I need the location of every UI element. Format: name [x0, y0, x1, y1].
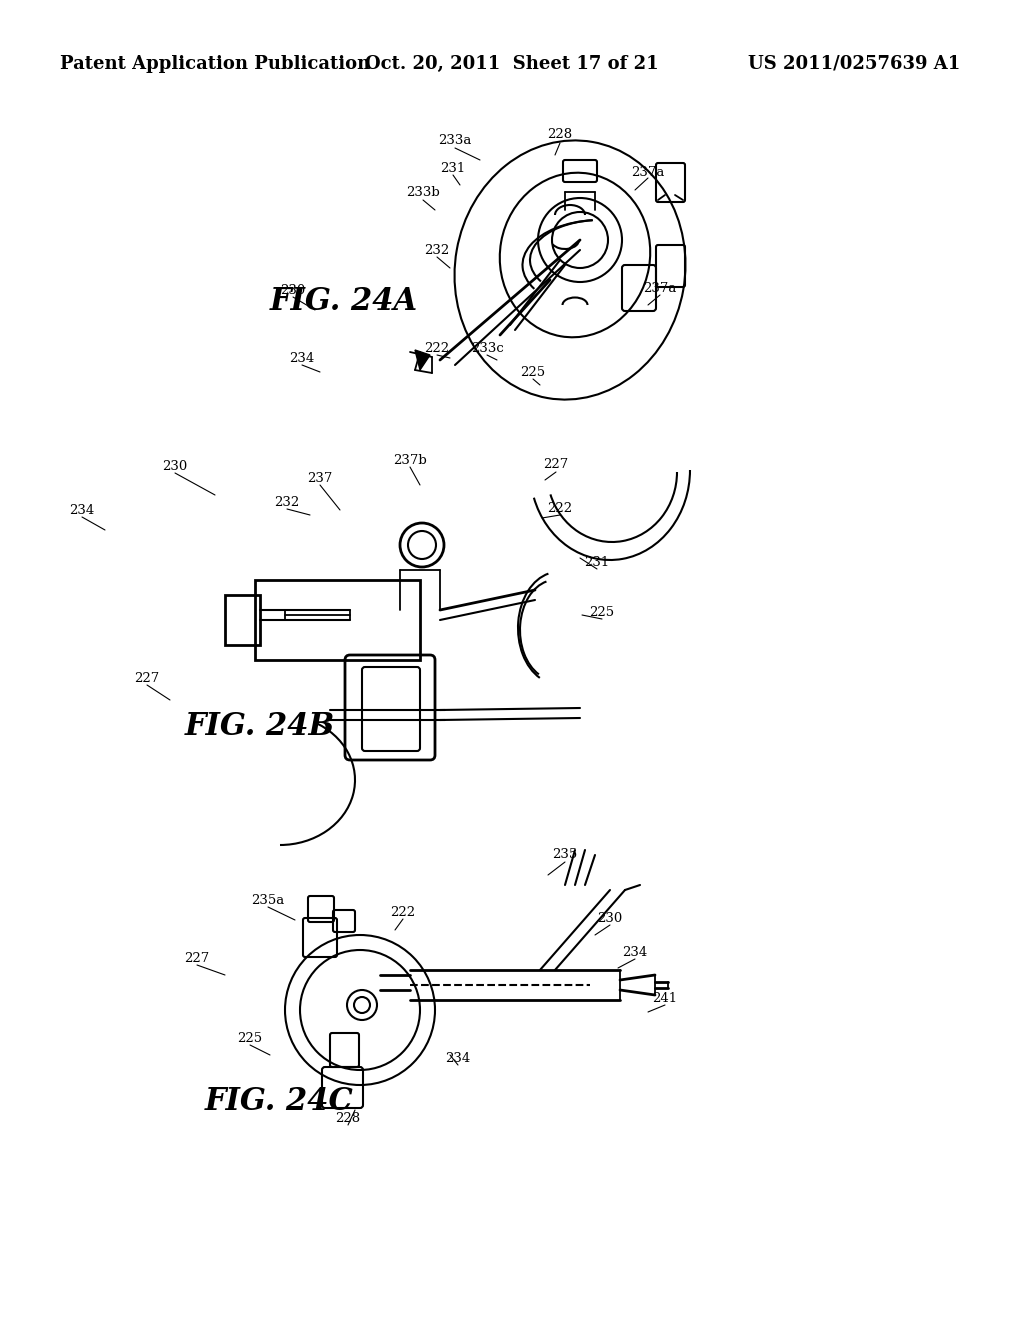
Text: 227: 227: [544, 458, 568, 471]
Text: 234: 234: [70, 503, 94, 516]
Text: 225: 225: [590, 606, 614, 619]
Text: 237: 237: [307, 471, 333, 484]
Text: 237a: 237a: [632, 165, 665, 178]
Text: 234: 234: [290, 351, 314, 364]
Polygon shape: [415, 350, 430, 370]
Text: 231: 231: [585, 556, 609, 569]
Text: US 2011/0257639 A1: US 2011/0257639 A1: [748, 55, 961, 73]
Text: FIG. 24A: FIG. 24A: [270, 286, 418, 317]
Text: 234: 234: [623, 945, 647, 958]
Text: Patent Application Publication: Patent Application Publication: [60, 55, 371, 73]
Text: 230: 230: [597, 912, 623, 924]
Text: 227: 227: [134, 672, 160, 685]
Text: 227: 227: [184, 952, 210, 965]
Text: 225: 225: [238, 1031, 262, 1044]
Text: 237b: 237b: [393, 454, 427, 466]
Text: 222: 222: [390, 906, 416, 919]
Text: 232: 232: [274, 495, 300, 508]
Text: 230: 230: [163, 459, 187, 473]
Text: 237a: 237a: [643, 281, 677, 294]
Text: FIG. 24B: FIG. 24B: [185, 711, 335, 742]
Text: 225: 225: [520, 366, 546, 379]
Text: 235a: 235a: [251, 894, 285, 907]
Text: 232: 232: [424, 243, 450, 256]
Text: Oct. 20, 2011  Sheet 17 of 21: Oct. 20, 2011 Sheet 17 of 21: [366, 55, 658, 73]
Text: 222: 222: [548, 502, 572, 515]
Text: FIG. 24C: FIG. 24C: [205, 1086, 353, 1117]
Text: 222: 222: [424, 342, 450, 355]
Text: 235: 235: [552, 849, 578, 862]
Text: 233c: 233c: [471, 342, 504, 355]
Text: 233b: 233b: [407, 186, 440, 199]
Text: 241: 241: [652, 991, 678, 1005]
Text: 234: 234: [445, 1052, 471, 1064]
Text: 231: 231: [440, 161, 466, 174]
Text: 228: 228: [548, 128, 572, 141]
Text: 228: 228: [336, 1111, 360, 1125]
Text: 230: 230: [281, 284, 305, 297]
Text: 233a: 233a: [438, 133, 472, 147]
